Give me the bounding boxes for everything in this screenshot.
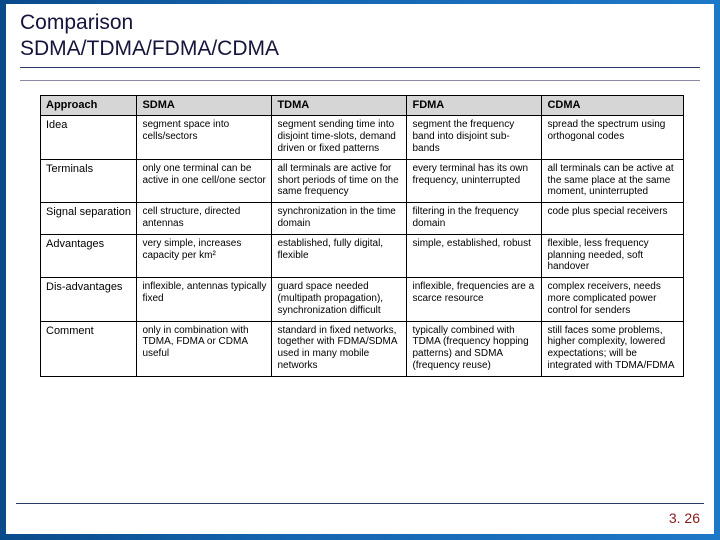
- cell: complex receivers, needs more complicate…: [542, 278, 684, 321]
- cell: standard in fixed networks, together wit…: [272, 321, 407, 376]
- cell: very simple, increases capacity per km²: [137, 234, 272, 277]
- title-subrule: [20, 80, 700, 81]
- comparison-table: Approach SDMA TDMA FDMA CDMA Idea segmen…: [40, 95, 684, 377]
- comparison-table-wrap: Approach SDMA TDMA FDMA CDMA Idea segmen…: [6, 87, 714, 377]
- table-header-row: Approach SDMA TDMA FDMA CDMA: [41, 95, 684, 116]
- col-tdma: TDMA: [272, 95, 407, 116]
- title-block: Comparison SDMA/TDMA/FDMA/CDMA: [6, 4, 714, 87]
- cell: spread the spectrum using orthogonal cod…: [542, 116, 684, 159]
- title-rule: [20, 67, 700, 68]
- col-approach: Approach: [41, 95, 137, 116]
- cell: every terminal has its own frequency, un…: [407, 159, 542, 202]
- cell: inflexible, frequencies are a scarce res…: [407, 278, 542, 321]
- row-label-terminals: Terminals: [41, 159, 137, 202]
- col-cdma: CDMA: [542, 95, 684, 116]
- cell: still faces some problems, higher comple…: [542, 321, 684, 376]
- cell: established, fully digital, flexible: [272, 234, 407, 277]
- cell: simple, established, robust: [407, 234, 542, 277]
- row-label-signal: Signal separation: [41, 203, 137, 235]
- cell: code plus special receivers: [542, 203, 684, 235]
- title-line-2: SDMA/TDMA/FDMA/CDMA: [20, 36, 700, 62]
- cell: flexible, less frequency planning needed…: [542, 234, 684, 277]
- table-row: Advantages very simple, increases capaci…: [41, 234, 684, 277]
- cell: segment space into cells/sectors: [137, 116, 272, 159]
- cell: only in combination with TDMA, FDMA or C…: [137, 321, 272, 376]
- table-row: Signal separation cell structure, direct…: [41, 203, 684, 235]
- cell: guard space needed (multipath propagatio…: [272, 278, 407, 321]
- col-sdma: SDMA: [137, 95, 272, 116]
- cell: typically combined with TDMA (frequency …: [407, 321, 542, 376]
- cell: segment sending time into disjoint time-…: [272, 116, 407, 159]
- row-label-advantages: Advantages: [41, 234, 137, 277]
- table-row: Idea segment space into cells/sectors se…: [41, 116, 684, 159]
- cell: only one terminal can be active in one c…: [137, 159, 272, 202]
- cell: cell structure, directed antennas: [137, 203, 272, 235]
- cell: segment the frequency band into disjoint…: [407, 116, 542, 159]
- cell: synchronization in the time domain: [272, 203, 407, 235]
- title-line-1: Comparison: [20, 10, 700, 36]
- cell: all terminals are active for short perio…: [272, 159, 407, 202]
- cell: inflexible, antennas typically fixed: [137, 278, 272, 321]
- row-label-idea: Idea: [41, 116, 137, 159]
- cell: all terminals can be active at the same …: [542, 159, 684, 202]
- footer-rule: [16, 503, 704, 504]
- table-body: Idea segment space into cells/sectors se…: [41, 116, 684, 376]
- table-row: Terminals only one terminal can be activ…: [41, 159, 684, 202]
- row-label-comment: Comment: [41, 321, 137, 376]
- row-label-disadvantages: Dis-advantages: [41, 278, 137, 321]
- col-fdma: FDMA: [407, 95, 542, 116]
- page-number: 3. 26: [669, 510, 700, 526]
- table-row: Comment only in combination with TDMA, F…: [41, 321, 684, 376]
- cell: filtering in the frequency domain: [407, 203, 542, 235]
- slide: Comparison SDMA/TDMA/FDMA/CDMA Approach …: [6, 4, 714, 534]
- table-row: Dis-advantages inflexible, antennas typi…: [41, 278, 684, 321]
